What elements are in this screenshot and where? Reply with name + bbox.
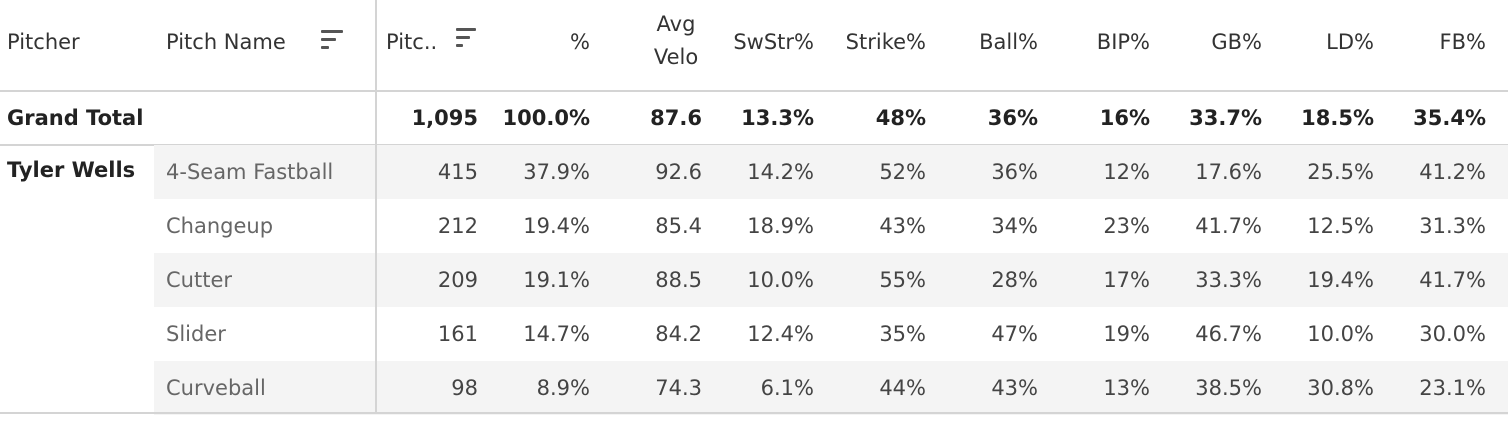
header-avg-velo-line2[interactable]: Velo	[653, 45, 699, 69]
cell-gb[interactable]: 33.3%	[1195, 268, 1262, 292]
table-row[interactable]	[154, 361, 1508, 415]
cell-bip[interactable]: 13%	[1103, 376, 1150, 400]
cell-pitches[interactable]: 415	[437, 160, 478, 184]
cell-bip[interactable]: 12%	[1103, 160, 1150, 184]
cell-bip[interactable]: 19%	[1103, 322, 1150, 346]
table-row[interactable]	[154, 145, 1508, 199]
pitch-name-cell[interactable]: Changeup	[166, 214, 274, 238]
cell-ld[interactable]: 10.0%	[1307, 322, 1374, 346]
cell-swstr[interactable]: 18.9%	[747, 214, 814, 238]
cell-swstr[interactable]: 14.2%	[747, 160, 814, 184]
header-swstr[interactable]: SwStr%	[733, 30, 814, 54]
cell-bip[interactable]: 23%	[1103, 214, 1150, 238]
cell-ball[interactable]: 43%	[991, 376, 1038, 400]
cell-strike[interactable]: 44%	[879, 376, 926, 400]
table-bottom-border	[0, 412, 1508, 414]
grand-total-gb: 33.7%	[1189, 106, 1262, 130]
pitch-name-cell[interactable]: Cutter	[166, 268, 232, 292]
pane-divider	[375, 0, 377, 414]
cell-fb[interactable]: 41.7%	[1419, 268, 1486, 292]
grand-total-ld: 18.5%	[1301, 106, 1374, 130]
cell-strike[interactable]: 35%	[879, 322, 926, 346]
header-ld[interactable]: LD%	[1326, 30, 1374, 54]
cell-ld[interactable]: 30.8%	[1307, 376, 1374, 400]
cell-strike[interactable]: 43%	[879, 214, 926, 238]
cell-bip[interactable]: 17%	[1103, 268, 1150, 292]
grand-total-pitches: 1,095	[411, 106, 478, 130]
cell-gb[interactable]: 17.6%	[1195, 160, 1262, 184]
grand-total-bip: 16%	[1099, 106, 1150, 130]
header-fb[interactable]: FB%	[1439, 30, 1486, 54]
cell-pitches[interactable]: 212	[437, 214, 478, 238]
cell-fb[interactable]: 41.2%	[1419, 160, 1486, 184]
cell-pct[interactable]: 8.9%	[536, 376, 590, 400]
header-ball[interactable]: Ball%	[979, 30, 1038, 54]
header-pct[interactable]: %	[570, 30, 590, 54]
cell-swstr[interactable]: 6.1%	[760, 376, 814, 400]
header-avg-velo-line1[interactable]: Avg	[656, 12, 696, 36]
cell-avg-velo[interactable]: 84.2	[655, 322, 702, 346]
cell-swstr[interactable]: 12.4%	[747, 322, 814, 346]
cell-pitches[interactable]: 161	[437, 322, 478, 346]
cell-ball[interactable]: 28%	[991, 268, 1038, 292]
cell-swstr[interactable]: 10.0%	[747, 268, 814, 292]
cell-gb[interactable]: 41.7%	[1195, 214, 1262, 238]
cell-ld[interactable]: 19.4%	[1307, 268, 1374, 292]
pitch-name-cell[interactable]: Slider	[166, 322, 226, 346]
cell-avg-velo[interactable]: 74.3	[655, 376, 702, 400]
cell-avg-velo[interactable]: 88.5	[655, 268, 702, 292]
pitch-name-cell[interactable]: Curveball	[166, 376, 266, 400]
cell-pitches[interactable]: 98	[451, 376, 478, 400]
grand-total-strike: 48%	[875, 106, 926, 130]
cell-fb[interactable]: 30.0%	[1419, 322, 1486, 346]
cell-pitches[interactable]: 209	[437, 268, 478, 292]
cell-gb[interactable]: 38.5%	[1195, 376, 1262, 400]
cell-gb[interactable]: 46.7%	[1195, 322, 1262, 346]
header-bip[interactable]: BIP%	[1096, 30, 1150, 54]
grand-total-pct: 100.0%	[502, 106, 590, 130]
sort-descending-icon[interactable]	[456, 28, 478, 50]
cell-ld[interactable]: 12.5%	[1307, 214, 1374, 238]
cell-ball[interactable]: 47%	[991, 322, 1038, 346]
cell-pct[interactable]: 19.1%	[523, 268, 590, 292]
cell-fb[interactable]: 23.1%	[1419, 376, 1486, 400]
cell-avg-velo[interactable]: 92.6	[655, 160, 702, 184]
cell-ball[interactable]: 34%	[991, 214, 1038, 238]
cell-avg-velo[interactable]: 85.4	[655, 214, 702, 238]
grand-total-ball: 36%	[987, 106, 1038, 130]
header-pitcher[interactable]: Pitcher	[7, 30, 80, 54]
grand-total-swstr: 13.3%	[741, 106, 814, 130]
cell-pct[interactable]: 37.9%	[523, 160, 590, 184]
sort-descending-icon[interactable]	[321, 30, 343, 52]
header-pitches[interactable]: Pitc..	[386, 30, 438, 54]
cell-strike[interactable]: 52%	[879, 160, 926, 184]
pitch-name-cell[interactable]: 4-Seam Fastball	[166, 160, 334, 184]
grand-total-label: Grand Total	[7, 106, 144, 130]
cell-ld[interactable]: 25.5%	[1307, 160, 1374, 184]
cell-strike[interactable]: 55%	[879, 268, 926, 292]
grand-total-fb: 35.4%	[1413, 106, 1486, 130]
grand-total-avg-velo: 87.6	[650, 106, 702, 130]
header-strike[interactable]: Strike%	[845, 30, 926, 54]
cell-pct[interactable]: 19.4%	[523, 214, 590, 238]
table-row[interactable]	[154, 253, 1508, 307]
header-pitch-name[interactable]: Pitch Name	[166, 30, 286, 54]
cell-pct[interactable]: 14.7%	[523, 322, 590, 346]
header-gb[interactable]: GB%	[1211, 30, 1262, 54]
pitcher-name[interactable]: Tyler Wells	[7, 158, 136, 182]
cell-fb[interactable]: 31.3%	[1419, 214, 1486, 238]
cell-ball[interactable]: 36%	[991, 160, 1038, 184]
header-divider	[0, 90, 1508, 92]
